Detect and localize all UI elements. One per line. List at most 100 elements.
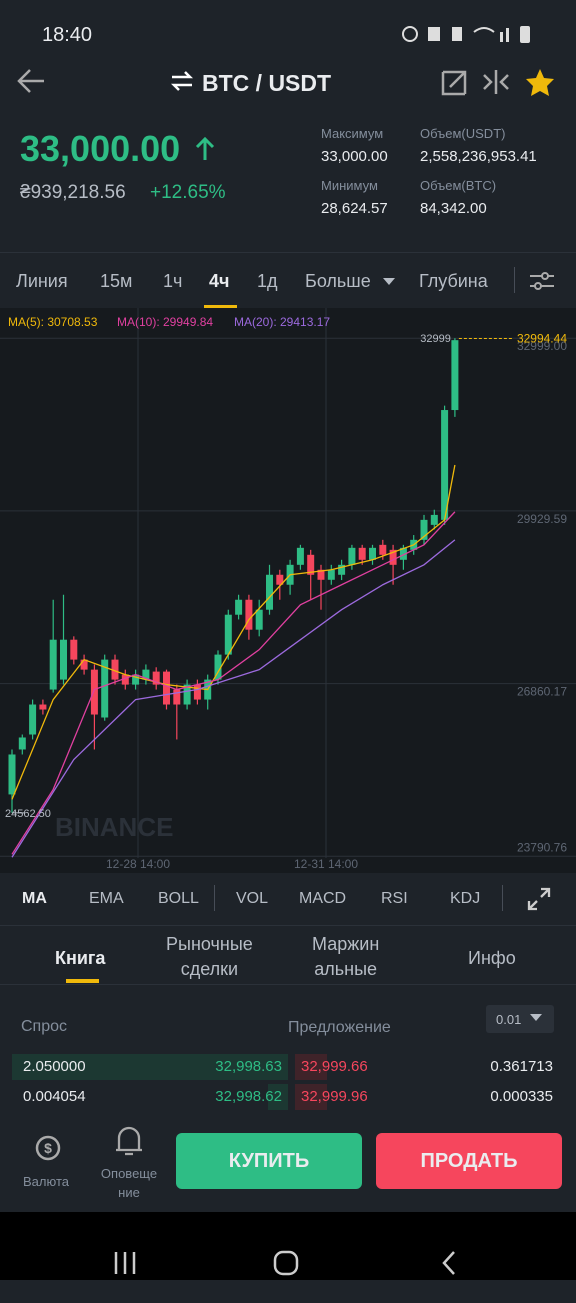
y-tick-label: 23790.76 [517, 840, 567, 854]
timeframe-tab[interactable]: 1ч [163, 271, 183, 291]
sell-button[interactable]: ПРОДАТЬ [376, 1133, 562, 1189]
header-actions[interactable] [440, 66, 558, 98]
section-tab[interactable]: Рыночные сделки [166, 934, 253, 979]
candle-body [451, 340, 459, 411]
indicator-bar: MA EMA BOLL VOL MACD RSI KDJ [0, 873, 576, 926]
candle-body [358, 547, 366, 560]
indicator-tab[interactable]: EMA [89, 890, 124, 907]
swap-icon[interactable] [170, 70, 194, 92]
section-tab[interactable]: Маржин альные [312, 934, 380, 979]
candle-body [317, 569, 325, 580]
ask-qty: 0.000335 [490, 1088, 553, 1105]
ask-price: 32,999.96 [301, 1088, 368, 1105]
bell-icon[interactable] [113, 1124, 145, 1158]
dropdown-arrow [530, 1014, 542, 1021]
candle-body [430, 514, 438, 525]
bottom-bar: $ Валюта Оповеще ние КУПИТЬ ПРОДАТЬ [0, 1112, 576, 1212]
candle-body [18, 737, 26, 750]
indicator-tab[interactable]: RSI [381, 890, 408, 907]
ma-legend: MA(10): 29949.84 [117, 315, 213, 329]
nav-icons[interactable] [0, 1230, 576, 1298]
stat-value: 28,624.57 [321, 200, 388, 217]
fullscreen-icon[interactable] [527, 887, 551, 911]
y-tick-label: 29929.59 [517, 512, 567, 526]
timeframe-tab[interactable]: 4ч [209, 271, 230, 291]
timeframe-tab[interactable]: Больше [305, 271, 371, 291]
settings-icon[interactable] [528, 269, 556, 293]
timeframe-tab[interactable]: 15м [100, 271, 133, 291]
low-label: 24562.50 [5, 808, 51, 820]
last-price: 33,000.00 [20, 128, 181, 169]
candle-body [49, 639, 57, 690]
candle-body [441, 410, 449, 520]
precision-select[interactable]: 0.01 [486, 1005, 554, 1033]
indicator-tab[interactable]: KDJ [450, 890, 481, 907]
candle-body [369, 547, 376, 560]
currency-label[interactable]: Валюта [23, 1174, 69, 1189]
indicator-tab[interactable]: VOL [236, 890, 269, 907]
timeframe-tab[interactable]: 1д [257, 271, 278, 291]
pair-title[interactable]: BTC / USDT [202, 70, 332, 96]
candle-body [420, 519, 428, 540]
candle-body [163, 671, 170, 705]
alerts-label[interactable]: Оповеще ние [100, 1166, 158, 1200]
bid-price: 32,998.63 [215, 1058, 282, 1075]
section-tab[interactable]: Книга [55, 948, 106, 968]
candle-body [101, 659, 109, 718]
candle-body [327, 569, 335, 580]
status-icons [402, 26, 530, 43]
candle-body [90, 669, 98, 715]
indicator-tab[interactable]: MACD [299, 890, 347, 907]
section-tab[interactable]: Инфо [468, 948, 516, 968]
candle-body [60, 639, 67, 680]
candle-body [245, 599, 253, 630]
candle-chart: 32999.00 29929.59 26860.17 23790.76 12-28 14… [0, 308, 576, 873]
stat-label: Максимум [321, 126, 384, 141]
x-tick-label: 12-28 14:00 [106, 857, 170, 871]
up-arrow [195, 136, 215, 160]
candle-body [348, 547, 356, 565]
watermark: BINANCE [55, 812, 173, 842]
ma-line [11, 539, 456, 858]
precision: 0.01 [496, 1012, 522, 1027]
candle-body [307, 554, 315, 575]
candle-body [132, 674, 140, 685]
buy-button[interactable]: КУПИТЬ [176, 1133, 362, 1189]
currency-icon[interactable]: $ [32, 1132, 64, 1164]
candle-body [142, 669, 150, 680]
timeframe-tab[interactable]: Линия [16, 271, 68, 291]
stat-value: 33,000.00 [321, 148, 388, 165]
section-underline [66, 979, 99, 983]
indicator-tab[interactable]: MA [22, 890, 47, 907]
candle-body [389, 549, 397, 565]
candle-body [214, 654, 222, 680]
last-price-label: 32994.44 [517, 331, 567, 345]
indicator-tab[interactable]: BOLL [158, 890, 199, 907]
stat-label: Минимум [321, 178, 378, 193]
ask-label: Предложение [288, 1019, 391, 1036]
candle-body [70, 639, 78, 660]
candle-body [183, 684, 191, 705]
candle-body [80, 659, 88, 670]
candle-body [224, 614, 232, 655]
candle-body [255, 609, 263, 630]
candle-body [152, 671, 160, 685]
status-time: 18:40 [42, 24, 93, 46]
candle-body [276, 574, 284, 585]
stat-value: 84,342.00 [420, 200, 487, 217]
svg-text:$: $ [44, 1140, 52, 1156]
candle-body [338, 564, 346, 575]
candle-body [193, 684, 201, 700]
candle-body [173, 689, 181, 705]
timeframe-tab[interactable]: Глубина [419, 271, 488, 291]
high-label: 32999 [420, 333, 451, 345]
candle-body [8, 754, 16, 795]
ask-depth [295, 1084, 327, 1110]
divider [214, 885, 215, 911]
back-button[interactable] [14, 66, 48, 96]
divider [514, 267, 515, 293]
ma-line [11, 464, 456, 800]
bid-depth [12, 1054, 288, 1080]
ma-line [11, 511, 456, 855]
